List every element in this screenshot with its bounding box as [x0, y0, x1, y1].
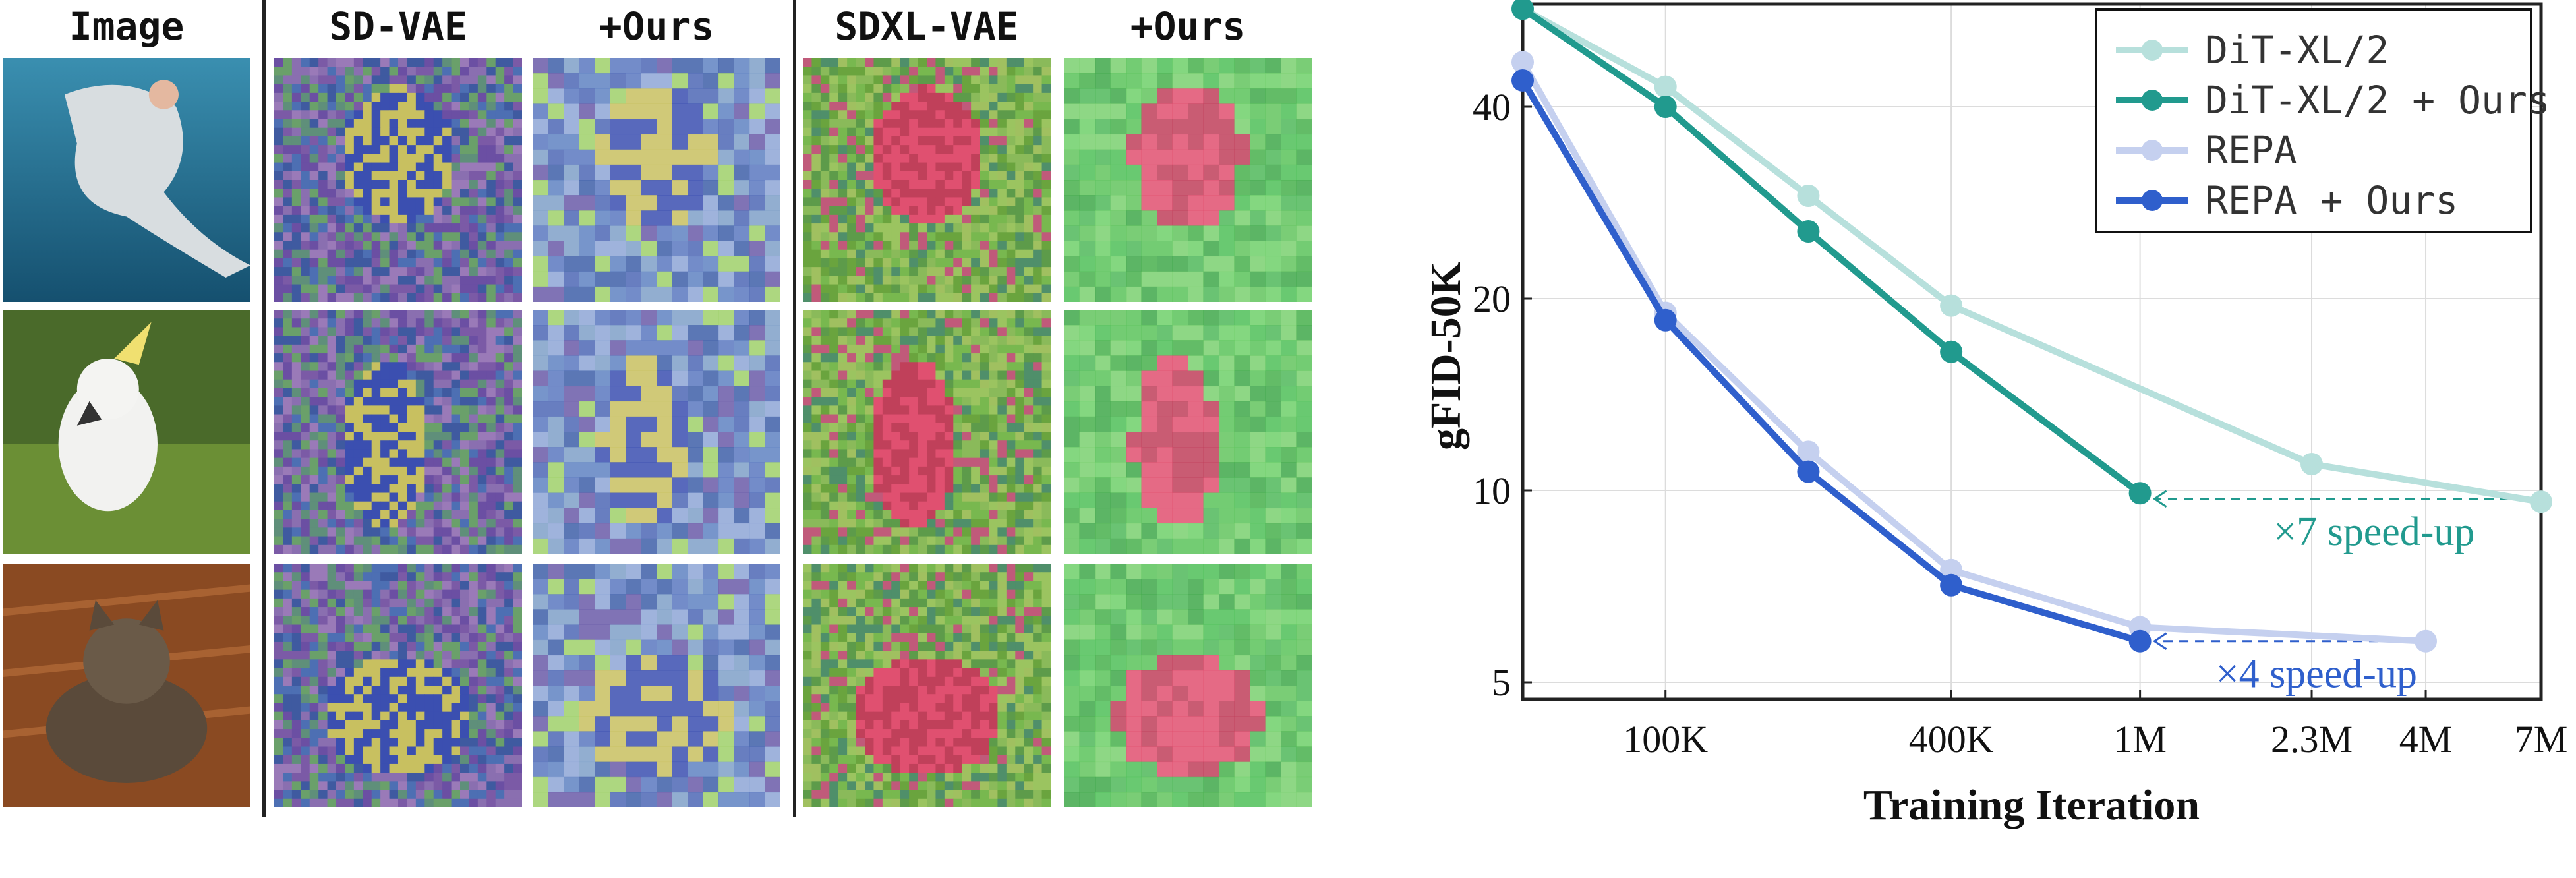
data-point — [1654, 95, 1677, 118]
feature-grid: Image SD-VAE +Ours SDXL-VAE +Ours — [3, 0, 1312, 817]
legend-label: DiT-XL/2 + Ours — [2205, 78, 2550, 123]
data-point — [1654, 75, 1677, 98]
x-tick-label: 400K — [1909, 718, 1994, 761]
feature-map-tile — [274, 58, 522, 302]
legend-swatch-marker — [2142, 140, 2163, 161]
x-tick-label: 1M — [2113, 718, 2167, 761]
legend: DiT-XL/2 DiT-XL/2 + Ours REPA REPA + Ours — [2095, 8, 2550, 233]
data-point — [1940, 294, 1963, 317]
column-header-sd-vae: SD-VAE — [329, 4, 467, 49]
column-header-sd-ours: +Ours — [599, 4, 715, 49]
data-point — [1797, 185, 1820, 208]
data-point — [2128, 482, 2152, 505]
feature-map-tile — [803, 564, 1051, 807]
legend-label: REPA — [2205, 128, 2297, 173]
series-line — [1521, 6, 2142, 496]
y-tick-label: 40 — [1473, 86, 1511, 129]
feature-map-tile — [533, 310, 780, 554]
x-tick-label: 4M — [2399, 718, 2453, 761]
y-tick-label: 10 — [1473, 469, 1511, 512]
gfid-line-chart: 5 10 20 40 100K 400K 1M 2.3M 4M 7M gFID-50K Trai… — [1422, 0, 2568, 829]
legend-label: REPA + Ours — [2205, 178, 2458, 223]
data-point — [1511, 51, 1534, 74]
data-point — [1940, 573, 1963, 597]
source-image-tile — [3, 58, 250, 302]
data-point — [1797, 460, 1820, 483]
feature-map-tile — [274, 564, 522, 807]
series-line — [1519, 60, 2426, 645]
feature-map-tile — [533, 58, 780, 302]
data-point — [1797, 440, 1820, 463]
feature-map-tile — [803, 58, 1051, 302]
feature-map-tile — [1064, 564, 1312, 807]
source-image-tile — [3, 310, 250, 554]
data-point — [1940, 340, 1963, 363]
speedup-annotation: ×7 speed-up — [2273, 510, 2474, 554]
feature-map-tile — [1064, 58, 1312, 302]
feature-map-tile — [533, 564, 780, 807]
feature-map-tile — [1064, 310, 1312, 554]
y-axis-title: gFID-50K — [1422, 262, 1470, 450]
data-point — [1511, 0, 1534, 20]
data-point — [2300, 452, 2324, 475]
speedup-arrow-head — [2152, 490, 2167, 508]
speedup-annotation: ×4 speed-up — [2216, 652, 2417, 697]
column-header-sdxl-ours: +Ours — [1130, 4, 1246, 49]
separator-left — [262, 0, 266, 817]
x-tick-label: 100K — [1623, 718, 1708, 761]
y-tick-label: 20 — [1473, 278, 1511, 320]
speedup-arrow-head — [2152, 632, 2167, 650]
legend-swatch-marker — [2142, 40, 2163, 61]
x-tick-label: 7M — [2515, 718, 2568, 761]
column-header-image: Image — [69, 4, 185, 49]
data-point — [1797, 220, 1820, 243]
legend-swatch-marker — [2142, 190, 2163, 211]
data-point — [1511, 69, 1534, 92]
feature-map-tile — [803, 310, 1051, 554]
chart-panel: 5 10 20 40 100K 400K 1M 2.3M 4M 7M gFID-50K Trai… — [1345, 0, 2576, 878]
data-point — [2128, 629, 2152, 653]
column-header-sdxl-vae: SDXL-VAE — [834, 4, 1019, 49]
legend-label: DiT-XL/2 — [2205, 28, 2389, 73]
data-point — [1654, 308, 1677, 332]
legend-box — [2095, 8, 2532, 233]
y-tick-label: 5 — [1492, 661, 1511, 704]
source-image-tile — [3, 564, 250, 807]
legend-swatch-marker — [2142, 90, 2163, 111]
series-line — [1521, 5, 2542, 506]
plot-frame — [1521, 2, 2543, 701]
separator-middle — [793, 0, 796, 817]
data-point — [2415, 629, 2438, 653]
x-axis-title: Training Iteration — [1863, 781, 2200, 829]
data-point — [2530, 490, 2552, 513]
feature-map-tile — [274, 310, 522, 554]
x-tick-label: 2.3M — [2271, 718, 2353, 761]
series-line — [1519, 78, 2142, 645]
